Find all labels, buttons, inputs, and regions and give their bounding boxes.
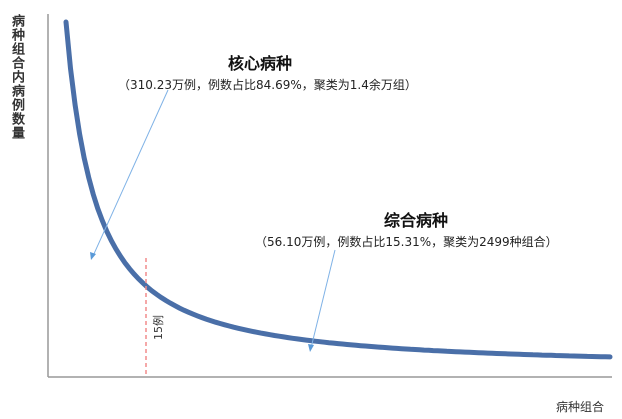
x-axis-label: 病种组合 [556,400,605,414]
y-axis-label: 病种组合内病例数量 [9,14,24,140]
threshold-label: 15例 [151,315,165,340]
annotation-arrowhead-core [90,252,96,260]
distribution-curve [63,19,613,360]
annotation-arrowhead-general [308,344,314,352]
annotation-core-detail: （310.23万例，例数占比84.69%，聚类为1.4余万组） [118,78,417,92]
annotation-arrow-general [310,249,336,349]
annotation-general-title: 综合病种 [384,211,449,230]
annotation-general-detail: （56.10万例，例数占比15.31%，聚类为2499种组合） [255,235,558,249]
annotation-core-title: 核心病种 [228,54,293,73]
annotation-arrow-core [92,89,169,257]
